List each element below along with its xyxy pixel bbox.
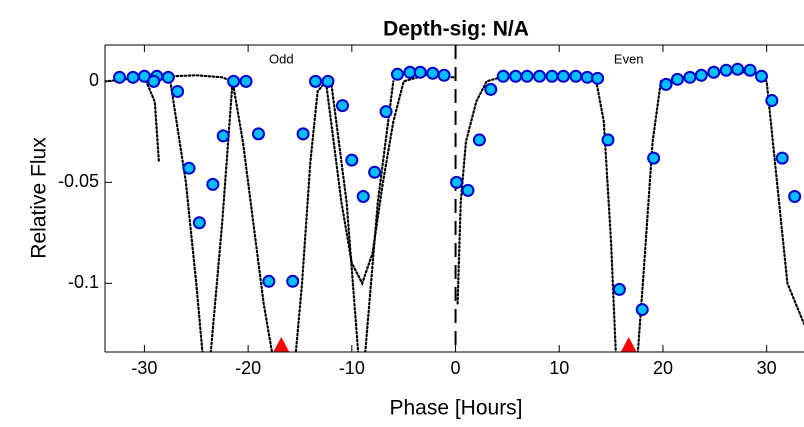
binned-point xyxy=(450,175,464,189)
binned-point xyxy=(556,69,570,83)
model-curve xyxy=(329,80,360,352)
annotation: Even xyxy=(614,51,644,66)
x-tick-label: 0 xyxy=(451,358,461,378)
binned-point xyxy=(788,189,802,203)
binned-point xyxy=(683,70,697,84)
binned-point xyxy=(227,74,241,88)
binned-point xyxy=(239,74,253,88)
binned-point xyxy=(659,77,673,91)
binned-point xyxy=(612,282,626,296)
binned-point xyxy=(182,161,196,175)
binned-point xyxy=(356,189,370,203)
binned-point xyxy=(775,151,789,165)
binned-point xyxy=(262,274,276,288)
transit-marker xyxy=(620,337,637,352)
binned-point xyxy=(113,70,127,84)
binned-point xyxy=(206,177,220,191)
binned-point xyxy=(743,63,757,77)
binned-point xyxy=(403,65,417,79)
binned-point xyxy=(533,69,547,83)
binned-point xyxy=(286,274,300,288)
y-tick-label: 0 xyxy=(89,70,99,90)
binned-point xyxy=(147,74,161,88)
binned-point xyxy=(765,94,779,108)
y-tick-label: -0.1 xyxy=(68,272,99,292)
binned-point xyxy=(647,151,661,165)
binned-point xyxy=(569,69,583,83)
annotation: Odd xyxy=(269,51,294,66)
axes xyxy=(104,44,804,353)
x-axis-label: Phase [Hours] xyxy=(389,397,522,420)
y-tick-label: -0.05 xyxy=(58,171,99,191)
binned-point xyxy=(601,133,615,147)
binned-point xyxy=(368,165,382,179)
binned-point xyxy=(126,70,140,84)
x-tick-label: 10 xyxy=(549,358,569,378)
binned-point xyxy=(437,68,451,82)
binned-point xyxy=(345,153,359,167)
x-tick-label: 20 xyxy=(653,358,673,378)
binned-point xyxy=(509,69,523,83)
binned-point xyxy=(472,133,486,147)
binned-point xyxy=(379,105,393,119)
chart-title: Depth-sig: N/A xyxy=(383,18,529,41)
binned-point xyxy=(719,63,733,77)
model-curve xyxy=(364,80,395,352)
binned-point xyxy=(390,67,404,81)
binned-point xyxy=(731,62,745,76)
binned-point xyxy=(635,303,649,317)
binned-point xyxy=(192,216,206,230)
x-tick-label: 30 xyxy=(757,358,777,378)
x-tick-label: -20 xyxy=(235,358,261,378)
binned-point xyxy=(216,129,230,143)
binned-point xyxy=(707,65,721,79)
transit-marker xyxy=(273,337,290,352)
binned-point xyxy=(520,69,534,83)
binned-point xyxy=(580,70,594,84)
binned-point xyxy=(335,99,349,113)
binned-point xyxy=(296,127,310,141)
binned-point xyxy=(413,65,427,79)
y-axis-label: Relative Flux xyxy=(28,137,51,259)
model-curve xyxy=(169,80,204,352)
x-tick-label: -10 xyxy=(339,358,365,378)
binned-point xyxy=(545,69,559,83)
binned-point xyxy=(171,84,185,98)
x-tick-label: -30 xyxy=(131,358,157,378)
binned-point xyxy=(496,69,510,83)
plot-area xyxy=(105,45,804,352)
binned-point xyxy=(251,127,265,141)
binned-point xyxy=(670,72,684,86)
binned-point xyxy=(309,74,323,88)
binned-point xyxy=(754,69,768,83)
model-curve xyxy=(456,70,804,352)
binned-point xyxy=(426,66,440,80)
binned-point xyxy=(591,71,605,85)
binned-point xyxy=(161,70,175,84)
binned-point xyxy=(461,183,475,197)
model-curve xyxy=(143,76,161,164)
model-curve xyxy=(209,80,234,352)
binned-point xyxy=(484,82,498,96)
binned-point xyxy=(321,74,335,88)
model-curve xyxy=(105,74,455,352)
binned-point xyxy=(694,68,708,82)
